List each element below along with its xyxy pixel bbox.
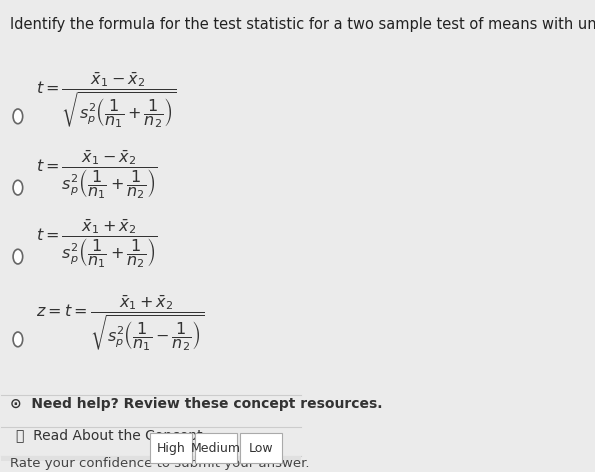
FancyBboxPatch shape xyxy=(150,433,192,463)
Text: $z = t = \dfrac{\bar{x}_1 + \bar{x}_2}{\sqrt{s_p^2\left(\dfrac{1}{n_1}-\dfrac{1}: $z = t = \dfrac{\bar{x}_1 + \bar{x}_2}{\… xyxy=(36,293,205,353)
Circle shape xyxy=(13,109,23,124)
Text: Low: Low xyxy=(249,442,273,455)
FancyBboxPatch shape xyxy=(1,456,301,461)
Text: $t = \dfrac{\bar{x}_1 + \bar{x}_2}{s_p^2\left(\dfrac{1}{n_1}+\dfrac{1}{n_2}\righ: $t = \dfrac{\bar{x}_1 + \bar{x}_2}{s_p^2… xyxy=(36,218,157,270)
Circle shape xyxy=(13,180,23,195)
Circle shape xyxy=(13,249,23,264)
Circle shape xyxy=(13,332,23,347)
Text: Medium: Medium xyxy=(191,442,241,455)
Text: ⊙  Need help? Review these concept resources.: ⊙ Need help? Review these concept resour… xyxy=(10,397,383,411)
Text: $t = \dfrac{\bar{x}_1 - \bar{x}_2}{s_p^2\left(\dfrac{1}{n_1}+\dfrac{1}{n_2}\righ: $t = \dfrac{\bar{x}_1 - \bar{x}_2}{s_p^2… xyxy=(36,149,157,202)
FancyBboxPatch shape xyxy=(240,433,282,463)
Text: Rate your confidence to submit your answer.: Rate your confidence to submit your answ… xyxy=(10,456,310,470)
Text: Identify the formula for the test statistic for a two sample test of means with : Identify the formula for the test statis… xyxy=(10,17,595,33)
Text: High: High xyxy=(156,442,185,455)
Text: ⧉  Read About the Concept: ⧉ Read About the Concept xyxy=(17,429,203,443)
Text: $t = \dfrac{\bar{x}_1 - \bar{x}_2}{\sqrt{s_p^2\left(\dfrac{1}{n_1}+\dfrac{1}{n_2: $t = \dfrac{\bar{x}_1 - \bar{x}_2}{\sqrt… xyxy=(36,70,177,130)
FancyBboxPatch shape xyxy=(195,433,237,463)
